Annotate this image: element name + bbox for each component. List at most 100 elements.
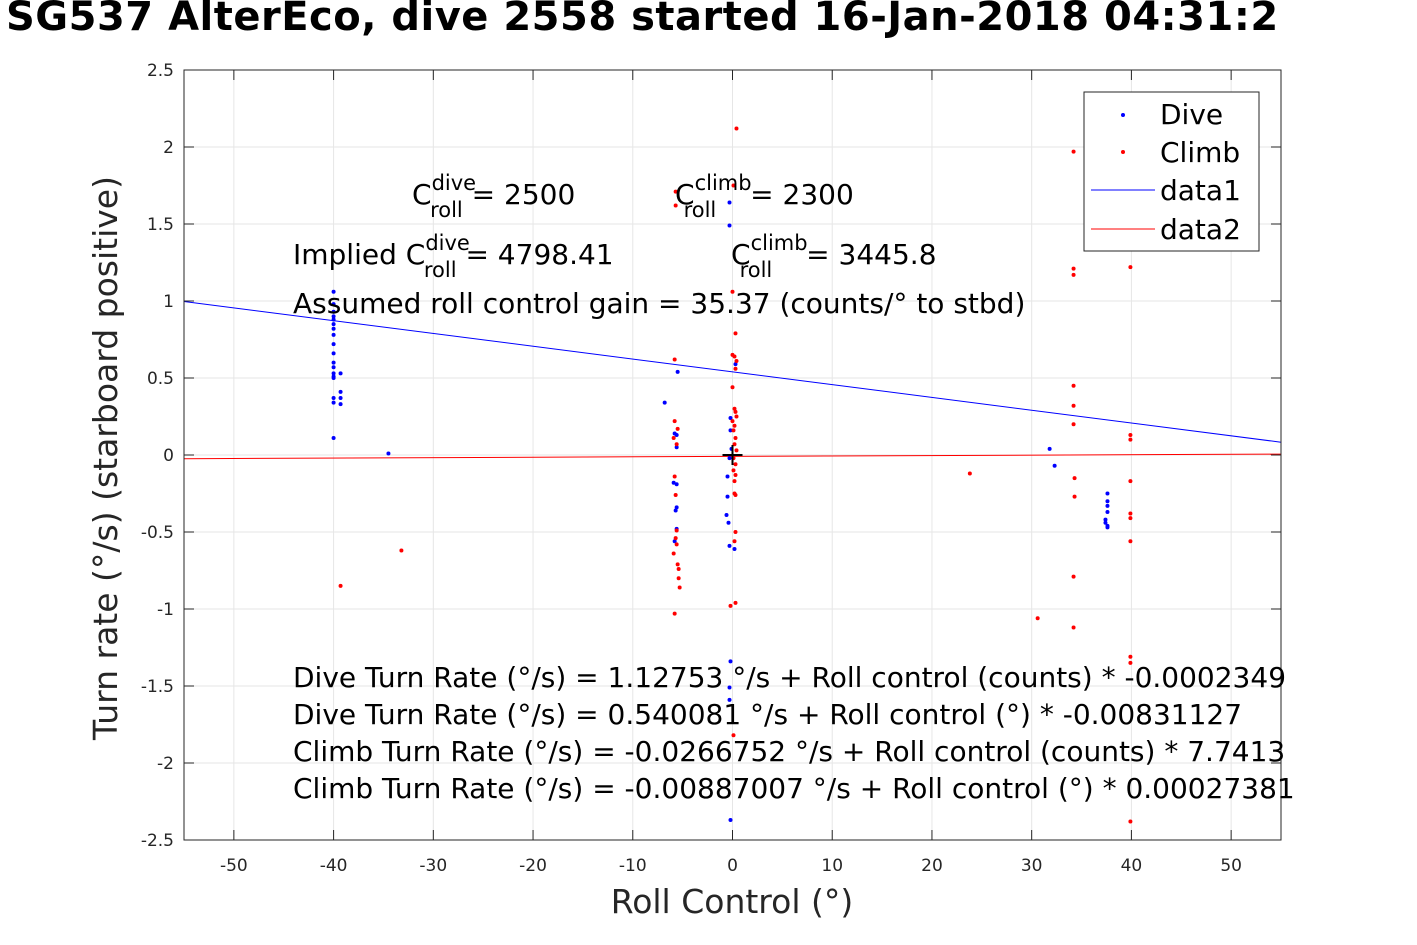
- dive-point: [733, 362, 738, 367]
- climb-point: [733, 600, 738, 605]
- climb-point: [1035, 616, 1040, 621]
- dive-point: [728, 659, 733, 664]
- climb-point: [675, 426, 680, 431]
- y-tick-label: 2: [163, 138, 174, 158]
- legend-data1-label: data1: [1160, 174, 1241, 207]
- data-points: [331, 126, 1133, 824]
- climb-point: [672, 357, 677, 362]
- x-axis-label: Roll Control (°): [611, 882, 854, 921]
- climb-point: [1071, 574, 1076, 579]
- dive-point: [728, 416, 733, 421]
- climb-point: [733, 530, 738, 534]
- y-tick-label: 0.5: [147, 369, 174, 389]
- roll-gain-annotation: Assumed roll control gain = 35.37 (count…: [293, 287, 1025, 320]
- dive-point: [338, 396, 343, 401]
- dive-point: [674, 505, 679, 510]
- dive-point: [728, 428, 733, 433]
- climb-point: [673, 203, 678, 208]
- y-tick-label: 1: [163, 292, 174, 312]
- x-tick-label: -10: [619, 856, 647, 876]
- legend-data2-label: data2: [1160, 213, 1241, 246]
- x-tick-label: 0: [727, 856, 738, 876]
- dive-point: [1105, 509, 1110, 514]
- c-dive-annotation: Cdive roll = 2500: [412, 171, 575, 222]
- x-tick-label: 20: [921, 856, 943, 876]
- climb-point: [733, 473, 738, 478]
- climb-point: [1071, 266, 1076, 271]
- climb-point: [732, 354, 737, 359]
- climb-point: [672, 474, 677, 479]
- climb-point: [1128, 660, 1133, 665]
- climb-point: [734, 359, 739, 364]
- x-tick-label: 10: [821, 856, 843, 876]
- dive-point: [727, 223, 732, 228]
- dive-point: [727, 543, 732, 548]
- dive-point: [331, 342, 336, 347]
- climb-point: [732, 539, 737, 544]
- implied-dive-annotation: Implied Cdive roll = 4798.41: [293, 231, 614, 282]
- equation-dive-degrees: Dive Turn Rate (°/s) = 0.540081 °/s + Ro…: [293, 698, 1242, 731]
- data1-fit-line: [183, 300, 1282, 443]
- chart-title: SG537 AlterEco, dive 2558 started 16-Jan…: [6, 0, 1279, 40]
- climb-point: [675, 562, 680, 567]
- climb-point: [674, 542, 679, 547]
- climb-point: [672, 611, 677, 616]
- climb-point: [734, 448, 739, 453]
- climb-point: [672, 419, 677, 424]
- climb-point: [731, 468, 736, 473]
- dive-point: [331, 365, 336, 370]
- dive-point: [727, 685, 732, 690]
- climb-point: [1128, 437, 1133, 442]
- equation-climb-degrees: Climb Turn Rate (°/s) = -0.00887007 °/s …: [293, 772, 1295, 805]
- climb-point: [1072, 494, 1077, 499]
- climb-point: [1128, 516, 1133, 521]
- dive-point: [727, 456, 732, 461]
- climb-point: [674, 528, 679, 533]
- y-tick-label: -2: [157, 754, 174, 774]
- dive-point: [331, 309, 336, 314]
- climb-point: [731, 428, 736, 433]
- legend-climb-label: Climb: [1160, 136, 1240, 169]
- legend-dive-marker: [1121, 113, 1125, 117]
- y-tick-labels: -2.5 -2 -1.5 -1 -0.5 0 0.5 1 1.5 2 2.5: [141, 61, 174, 851]
- dive-point: [331, 400, 336, 405]
- dive-point: [331, 289, 336, 294]
- climb-point: [673, 536, 678, 541]
- climb-point: [733, 409, 738, 414]
- climb-point: [733, 366, 738, 371]
- climb-point: [1071, 149, 1076, 154]
- climb-point: [1071, 272, 1076, 277]
- climb-point: [676, 566, 681, 571]
- dive-point: [331, 326, 336, 331]
- y-tick-label: -2.5: [141, 831, 174, 851]
- y-tick-label: 0: [163, 446, 174, 466]
- x-tick-label: -50: [220, 856, 248, 876]
- dive-point: [1052, 463, 1057, 468]
- legend-dive-label: Dive: [1160, 98, 1223, 131]
- climb-point: [730, 385, 735, 390]
- dive-point: [662, 400, 667, 405]
- climb-point: [1128, 432, 1133, 437]
- legend: Dive Climb data1 data2: [1083, 91, 1260, 252]
- implied-climb-annotation: Cclimb roll = 3445.8: [731, 231, 937, 282]
- climb-point: [673, 189, 678, 194]
- dive-point: [331, 396, 336, 401]
- axis-ticks: [184, 69, 1281, 841]
- climb-point: [671, 436, 676, 441]
- dive-point: [331, 332, 336, 337]
- dive-point: [338, 402, 343, 407]
- dive-point: [724, 513, 729, 518]
- climb-point: [731, 183, 736, 188]
- y-tick-label: 1.5: [147, 215, 174, 235]
- x-tick-label: 40: [1121, 856, 1143, 876]
- climb-point: [731, 733, 736, 738]
- dive-point: [331, 322, 336, 327]
- climb-point: [732, 423, 737, 428]
- y-tick-label: -0.5: [141, 523, 174, 543]
- dive-point: [726, 520, 731, 525]
- dive-point: [725, 474, 730, 479]
- equation-climb-counts: Climb Turn Rate (°/s) = -0.0266752 °/s +…: [293, 735, 1285, 768]
- climb-point: [1128, 265, 1133, 270]
- climb-point: [399, 548, 404, 553]
- y-axis-label: Turn rate (°/s) (starboard positive): [86, 176, 125, 741]
